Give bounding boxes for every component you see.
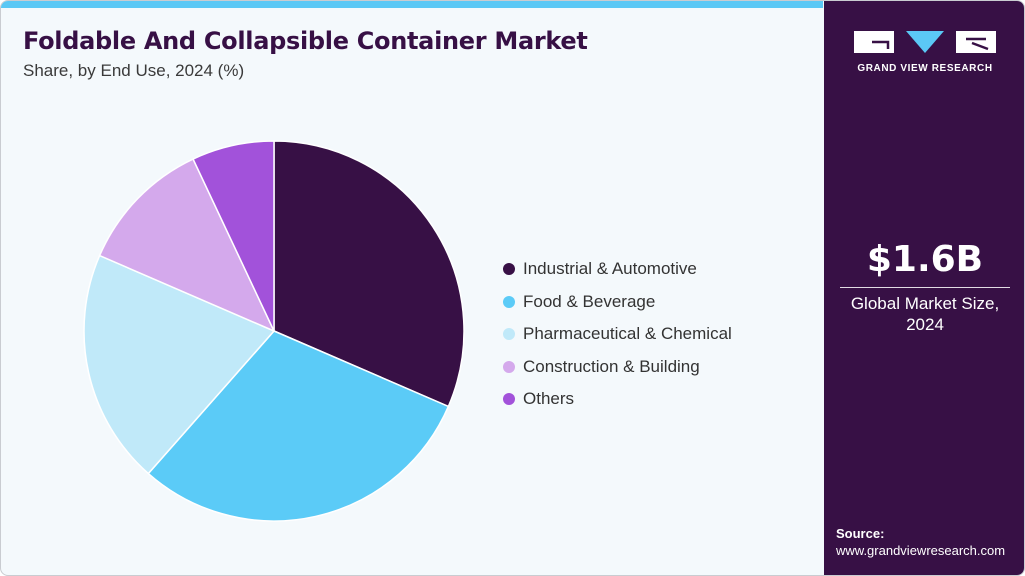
company-logo: GRAND VIEW RESEARCH: [854, 29, 996, 75]
legend-label: Pharmaceutical & Chemical: [523, 324, 732, 344]
chart-legend: Industrial & Automotive Food & Beverage Ph…: [503, 253, 732, 416]
legend-dot-icon: [503, 295, 515, 308]
legend-label: Food & Beverage: [523, 291, 656, 311]
market-size-caption: Global Market Size, 2024: [850, 294, 1000, 334]
chart-title: Foldable And Collapsible Container Marke…: [23, 27, 588, 55]
value-divider: [840, 287, 1010, 288]
legend-dot-icon: [503, 360, 515, 373]
market-size-value: $1.6B: [866, 239, 984, 280]
source-label: Source:: [836, 526, 885, 541]
legend-dot-icon: [503, 393, 515, 406]
legend-label: Others: [523, 389, 575, 409]
legend-dot-icon: [503, 263, 515, 276]
chart-subtitle: Share, by End Use, 2024 (%): [23, 61, 245, 80]
pie-slice-2: [147, 330, 450, 522]
legend-label: Industrial & Automotive: [523, 259, 697, 279]
pie-slice-1: [273, 140, 465, 408]
pie-slice-4: [98, 158, 276, 333]
pie-chart: [83, 140, 465, 522]
legend-label: Construction & Building: [523, 356, 700, 376]
gvr-logo-icon: [854, 31, 996, 53]
legend-item: Others: [503, 383, 732, 416]
legend-item: Food & Beverage: [503, 286, 732, 319]
pie-slice-5: [192, 140, 275, 332]
top-accent-bar: [1, 1, 823, 8]
source-link[interactable]: www.grandviewresearch.com: [836, 543, 1006, 558]
legend-dot-icon: [503, 328, 515, 341]
legend-item: Construction & Building: [503, 351, 732, 384]
side-panel: GRAND VIEW RESEARCH $1.6B Global Market …: [824, 1, 1024, 575]
legend-item: Pharmaceutical & Chemical: [503, 318, 732, 351]
legend-item: Industrial & Automotive: [503, 253, 732, 286]
pie-slice-3: [83, 254, 276, 475]
logo-text: GRAND VIEW RESEARCH: [857, 63, 993, 74]
